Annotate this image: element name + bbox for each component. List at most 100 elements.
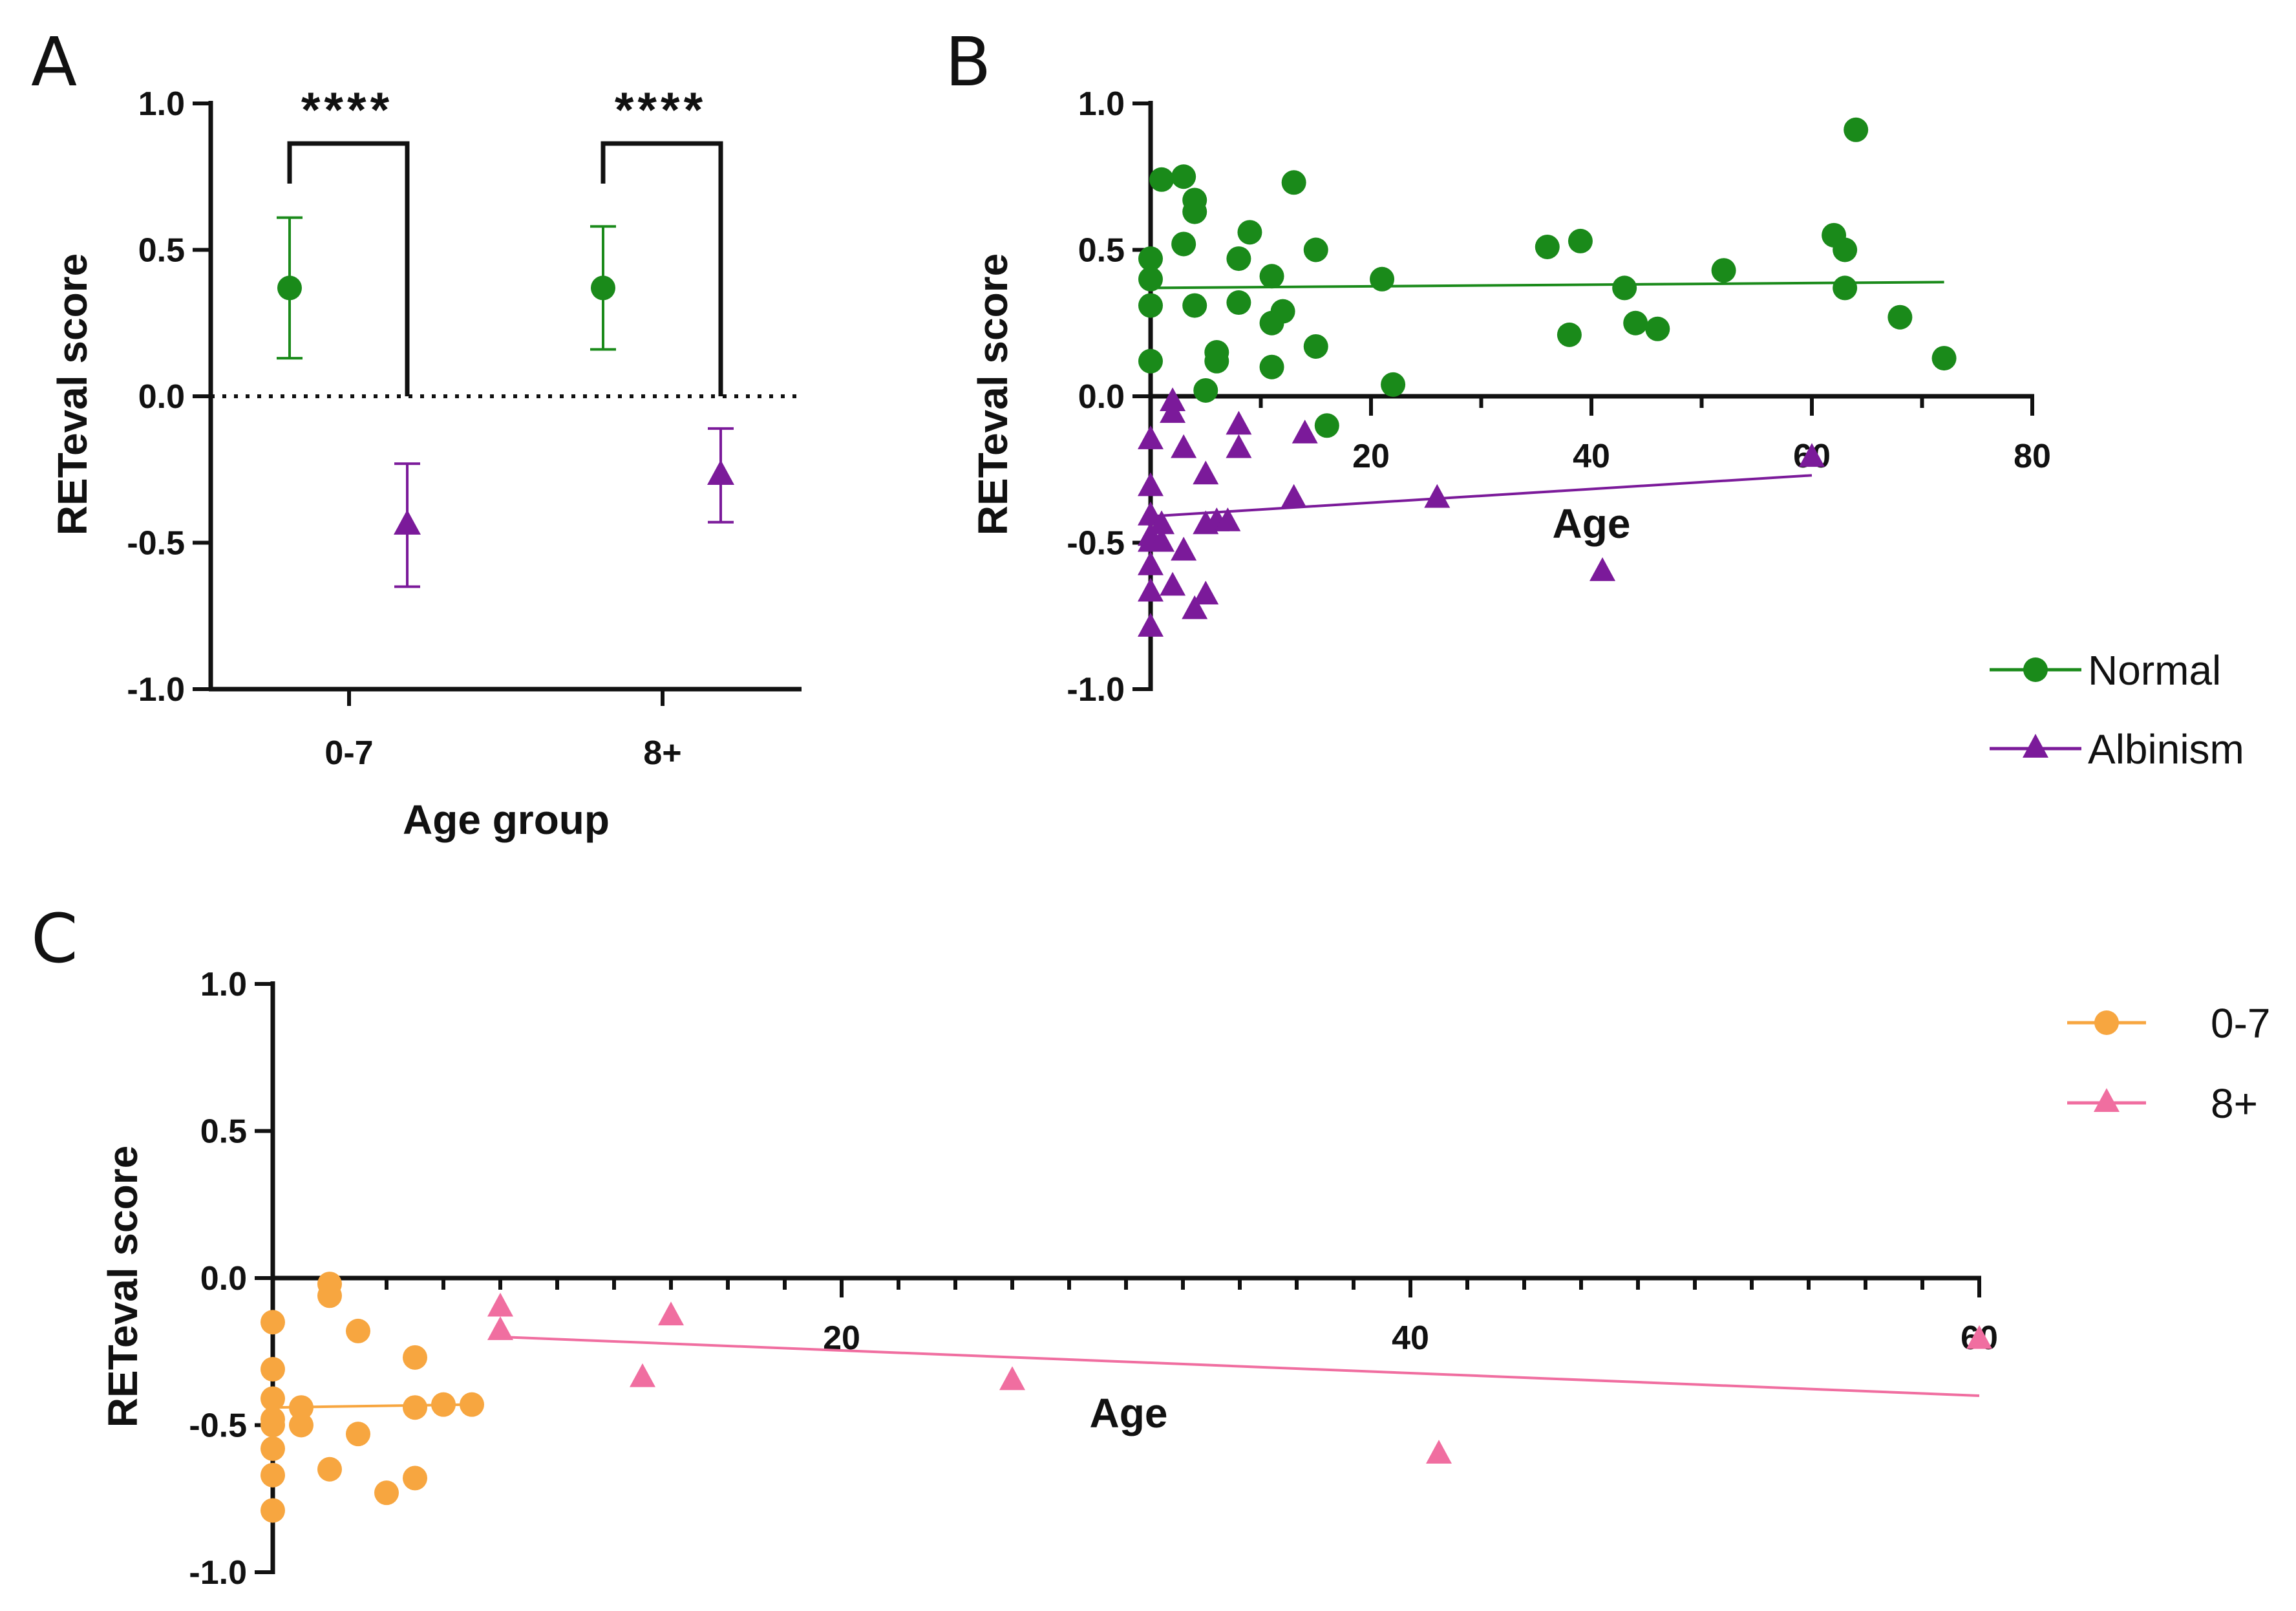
data-point-normal bbox=[1612, 275, 1637, 301]
data-point-0-7 bbox=[403, 1345, 427, 1370]
data-point-albinism bbox=[1182, 595, 1208, 619]
data-point-normal bbox=[1226, 290, 1251, 315]
data-point-normal bbox=[1138, 266, 1163, 292]
data-point-albinism bbox=[1138, 472, 1164, 496]
data-point-0-7 bbox=[403, 1395, 427, 1420]
data-point-0-7 bbox=[374, 1480, 399, 1506]
data-point-albinism bbox=[1138, 577, 1164, 602]
data-point-0-7 bbox=[260, 1386, 285, 1411]
data-point-normal bbox=[1303, 237, 1328, 262]
data-point-normal bbox=[1833, 275, 1858, 301]
x-tick-label: 20 bbox=[1352, 438, 1390, 475]
panel-a-x-label: Age group bbox=[403, 796, 610, 843]
legend-label: 0-7 bbox=[2211, 1000, 2271, 1047]
x-tick-label: 8+ bbox=[643, 734, 681, 772]
data-point-0-7 bbox=[346, 1422, 370, 1447]
data-point-0-7 bbox=[260, 1498, 285, 1523]
data-point-albinism bbox=[1226, 434, 1252, 458]
data-point-0-7 bbox=[317, 1283, 342, 1308]
panel-c-chart: 1.00.50.0-0.5-1.0204060 bbox=[189, 966, 1998, 1592]
data-point-albinism bbox=[1226, 411, 1252, 435]
significance-stars: **** bbox=[301, 83, 393, 138]
data-point-albinism bbox=[1138, 613, 1164, 637]
y-tick-label: 1.0 bbox=[1078, 85, 1125, 123]
data-point-albinism bbox=[1292, 420, 1318, 443]
data-point-8plus bbox=[630, 1363, 655, 1387]
trend-line-albinism bbox=[1150, 474, 1812, 518]
data-point-normal bbox=[1259, 354, 1284, 379]
data-point-8plus bbox=[1426, 1440, 1452, 1464]
legend-marker-circle bbox=[2094, 1010, 2119, 1035]
data-point-0-7 bbox=[289, 1395, 314, 1420]
panel-b-y-label: RETeval score bbox=[970, 253, 1016, 535]
legend-marker-circle bbox=[2023, 657, 2048, 682]
data-point-normal bbox=[1887, 304, 1913, 330]
legend-label: Albinism bbox=[2088, 726, 2244, 773]
x-tick-label: 80 bbox=[2014, 438, 2051, 475]
x-tick-label: 40 bbox=[1573, 438, 1610, 475]
panel-a-y-label: RETeval score bbox=[49, 253, 96, 535]
data-point-albinism bbox=[1799, 443, 1825, 467]
y-tick-label: 1.0 bbox=[200, 966, 247, 1003]
legend-age-group: 0-7 8+ bbox=[2067, 1000, 2271, 1127]
panel-a-chart: 1.0 0.5 0.0 -0.5 -1.0 0-7 8+ **** **** bbox=[127, 83, 802, 772]
data-point-0-7 bbox=[260, 1310, 285, 1335]
data-point-normal bbox=[1281, 170, 1306, 195]
data-point-normal bbox=[1303, 334, 1328, 359]
y-tick-label: -0.5 bbox=[127, 525, 185, 562]
data-point-0-7 bbox=[260, 1462, 285, 1488]
data-point-normal bbox=[1645, 316, 1670, 341]
data-point-normal bbox=[1138, 348, 1163, 374]
data-point-normal bbox=[1381, 372, 1406, 397]
data-point-normal bbox=[1171, 164, 1196, 189]
legend-marker-triangle bbox=[2023, 734, 2048, 758]
y-tick-label: -0.5 bbox=[1067, 525, 1125, 562]
significance-stars: **** bbox=[615, 83, 707, 138]
y-tick-label: -1.0 bbox=[1067, 671, 1125, 709]
data-point-albinism bbox=[1138, 551, 1164, 575]
data-point-0-7 bbox=[260, 1357, 285, 1382]
data-point-normal bbox=[1237, 220, 1262, 245]
trend-line-normal bbox=[1150, 281, 1944, 290]
data-point-normal bbox=[1370, 266, 1395, 292]
y-tick-label: 1.0 bbox=[138, 85, 185, 123]
data-point-normal bbox=[1171, 231, 1196, 257]
data-point-normal bbox=[1568, 228, 1593, 253]
data-point-0-7 bbox=[260, 1436, 285, 1461]
data-point-normal bbox=[1314, 413, 1339, 438]
legend-normal-albinism: Normal Albinism bbox=[1990, 647, 2244, 773]
x-tick-label: 40 bbox=[1392, 1319, 1429, 1357]
y-tick-label: -0.5 bbox=[189, 1407, 247, 1445]
legend-label: 8+ bbox=[2211, 1080, 2258, 1127]
data-point-8plus bbox=[1966, 1325, 1992, 1349]
data-point-albinism bbox=[1160, 571, 1186, 596]
significance-bracket bbox=[287, 141, 410, 396]
legend-marker-triangle bbox=[2094, 1088, 2120, 1112]
data-point-albinism bbox=[1171, 537, 1197, 561]
y-tick-label: 0.0 bbox=[138, 378, 185, 416]
data-point-albinism bbox=[1193, 581, 1219, 605]
data-point-normal bbox=[1149, 167, 1175, 192]
mean-point-albinism bbox=[394, 509, 421, 535]
data-point-albinism bbox=[1215, 507, 1241, 531]
data-point-0-7 bbox=[346, 1318, 370, 1343]
data-point-0-7 bbox=[317, 1456, 342, 1482]
data-point-normal bbox=[1931, 346, 1957, 371]
data-point-normal bbox=[1193, 378, 1218, 403]
mean-point-normal bbox=[277, 275, 302, 301]
data-point-normal bbox=[1623, 310, 1648, 336]
data-point-normal bbox=[1226, 246, 1251, 272]
y-tick-label: -1.0 bbox=[127, 671, 185, 709]
y-tick-label: 0.0 bbox=[1078, 378, 1125, 416]
x-tick-label: 0-7 bbox=[324, 734, 373, 772]
y-tick-label: 0.5 bbox=[138, 232, 185, 270]
data-point-8plus bbox=[999, 1366, 1025, 1391]
data-point-normal bbox=[1204, 348, 1229, 374]
data-point-normal bbox=[1535, 234, 1560, 259]
data-point-normal bbox=[1138, 246, 1163, 272]
data-point-8plus bbox=[487, 1316, 513, 1340]
data-point-albinism bbox=[1149, 510, 1175, 535]
data-point-0-7 bbox=[460, 1392, 484, 1417]
panel-b-x-label: Age bbox=[1553, 500, 1631, 547]
data-point-normal bbox=[1182, 199, 1207, 224]
